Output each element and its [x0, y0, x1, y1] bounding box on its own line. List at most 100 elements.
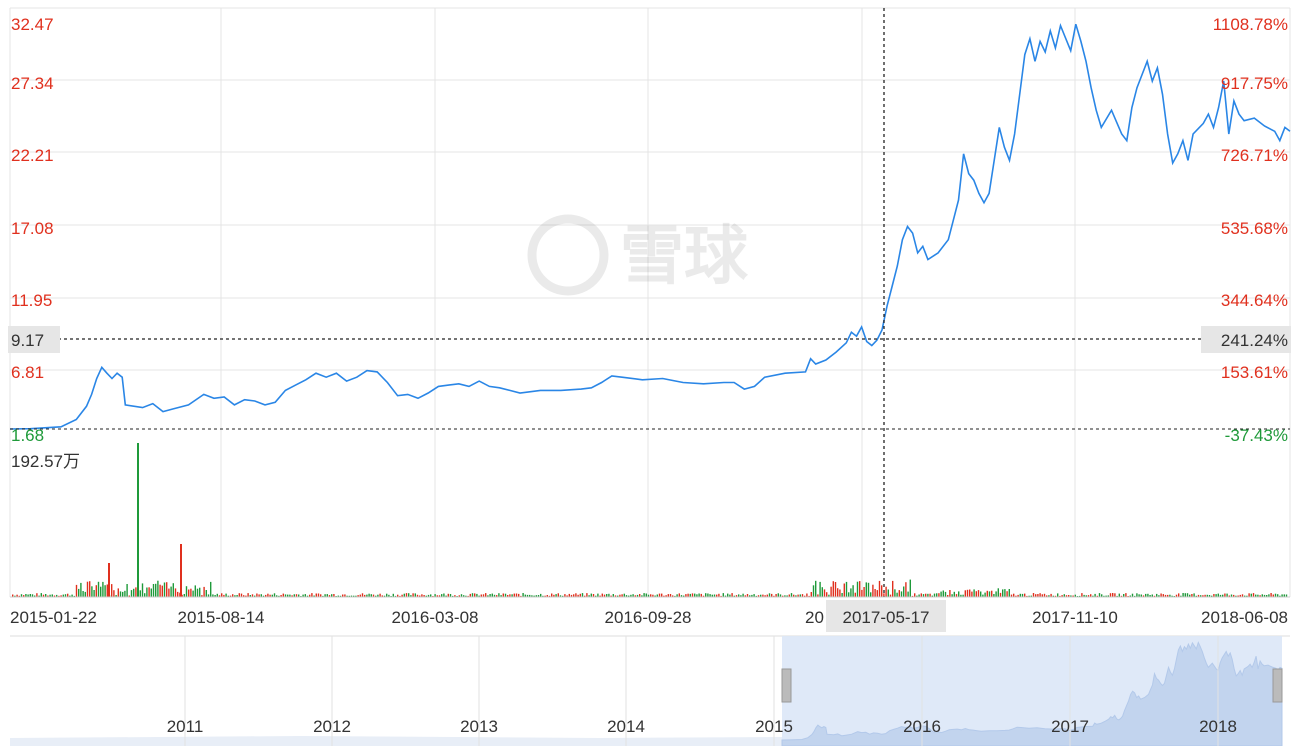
volume-bar: [940, 591, 942, 597]
volume-bar: [421, 594, 423, 597]
volume-bar: [1224, 593, 1226, 597]
volume-bar: [1002, 589, 1004, 597]
volume-bar: [234, 595, 236, 597]
volume-bar: [304, 594, 306, 597]
volume-bar: [366, 594, 368, 597]
volume-bar: [584, 595, 586, 597]
volume-bar: [1167, 594, 1169, 597]
volume-bar: [511, 594, 513, 597]
volume-bar: [229, 595, 232, 597]
navigator-right-handle[interactable]: [1272, 668, 1283, 703]
volume-bar: [205, 590, 207, 597]
volume-bar: [155, 583, 157, 597]
volume-bar: [1024, 593, 1026, 597]
volume-bar: [856, 581, 859, 597]
volume-bar: [909, 579, 911, 597]
volume-bar: [56, 594, 58, 597]
volume-bar: [496, 595, 498, 597]
volume-bar: [355, 595, 357, 597]
volume-bar: [905, 582, 907, 597]
nav-year-4: 2015: [755, 717, 793, 736]
watermark-logo-icon: [527, 214, 609, 296]
volume-bar: [104, 585, 106, 597]
volume-bar: [504, 593, 507, 597]
volume-bar: [980, 591, 982, 597]
volume-bar: [60, 595, 62, 597]
volume-bar: [887, 589, 889, 597]
volume-bar: [93, 590, 95, 597]
volume-bar: [1270, 593, 1272, 597]
volume-bar: [498, 593, 500, 597]
volume-bar: [907, 591, 909, 597]
volume-bar: [238, 593, 240, 597]
volume-bar: [927, 593, 929, 597]
volume-bar: [720, 595, 722, 597]
volume-bar: [639, 594, 641, 597]
volume-bar: [161, 585, 163, 597]
volume-bar: [78, 588, 80, 597]
volume-bar: [328, 595, 331, 597]
volume-bar: [482, 594, 485, 597]
volume-bar: [58, 595, 60, 597]
y-left-tick-0: 32.47: [11, 15, 54, 34]
volume-bar: [1046, 595, 1048, 597]
volume-bar: [416, 594, 419, 597]
volume-bar: [876, 590, 878, 597]
volume-bar: [1094, 593, 1096, 597]
range-navigator[interactable]: 2011 2012 2013 2014 2015 2016 2017 2018: [10, 635, 1290, 746]
volume-bar: [36, 593, 38, 597]
volume-bar: [399, 595, 401, 597]
volume-bar: [221, 593, 223, 597]
volume-bar: [192, 590, 194, 597]
volume-bar: [986, 590, 988, 597]
volume-bar: [135, 587, 137, 597]
volume-bar: [689, 593, 691, 597]
volume-bar: [735, 595, 738, 597]
volume-bar: [1136, 593, 1138, 597]
volume-bar: [256, 593, 258, 597]
volume-bar: [141, 583, 144, 597]
volume-bar: [606, 594, 608, 597]
volume-bar: [669, 594, 672, 597]
volume-bar: [766, 594, 768, 597]
volume-bar: [1105, 595, 1107, 597]
volume-bar: [958, 591, 960, 597]
volume-bar: [535, 595, 537, 597]
volume-bar: [18, 595, 20, 597]
volume-bar: [1285, 594, 1288, 597]
volume-bar: [1246, 595, 1248, 597]
volume-bar: [102, 581, 104, 597]
volume-bar: [1048, 595, 1050, 597]
volume-bar: [885, 586, 887, 597]
y-axis-right: 1108.78% 917.75% 726.71% 535.68% 344.64% 153.…: [1213, 15, 1288, 445]
volume-bar: [1206, 594, 1208, 597]
volume-bar: [1057, 593, 1059, 597]
volume-bar: [647, 594, 650, 597]
volume-bar: [20, 594, 23, 597]
volume-bar: [1081, 593, 1083, 597]
volume-bar: [903, 586, 905, 597]
volume-bar: [1213, 594, 1215, 597]
navigator-left-handle[interactable]: [781, 668, 792, 703]
volume-bar: [218, 595, 221, 597]
volume-bar: [801, 594, 804, 597]
volume-bar: [672, 595, 674, 597]
volume-bar: [425, 595, 427, 597]
volume-bar: [82, 591, 84, 597]
volume-bar: [1211, 595, 1213, 597]
volume-bar: [152, 584, 155, 597]
volume-bar: [938, 593, 940, 597]
volume-bar: [894, 589, 896, 597]
volume-bar: [388, 594, 390, 597]
volume-bar: [478, 595, 480, 597]
volume-bar: [115, 595, 117, 597]
volume-bar: [113, 590, 115, 597]
volume-bar: [276, 595, 278, 597]
navigator-price-area: [781, 641, 1283, 746]
crosshair-percent-bg: [1201, 326, 1291, 353]
volume-bar: [599, 595, 601, 597]
volume-bar: [372, 594, 375, 597]
volume-bar: [724, 595, 727, 597]
volume-bar: [1026, 595, 1028, 597]
volume-bar: [1237, 595, 1239, 597]
